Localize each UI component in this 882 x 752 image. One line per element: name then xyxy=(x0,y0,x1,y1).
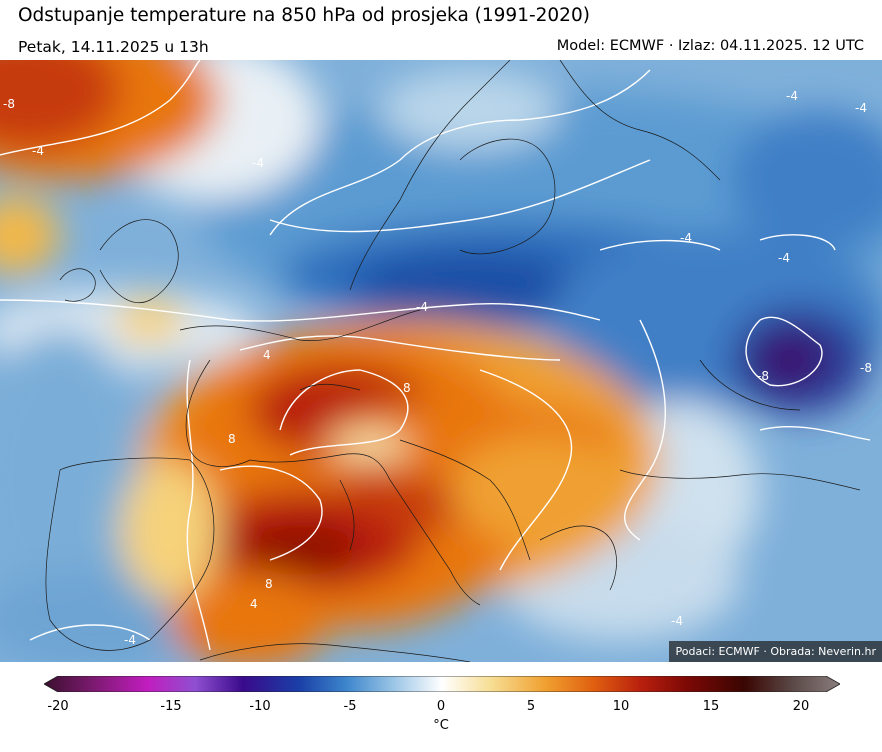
contour-label: 8 xyxy=(265,577,273,591)
contour-label: 4 xyxy=(263,348,271,362)
contour-label: -8 xyxy=(3,97,15,111)
contour-label: 8 xyxy=(403,381,411,395)
contour-label-group: -8 -4 -4 -4 -4 -4 -4 4 8 8 8 -8 -8 4 -4 … xyxy=(3,89,872,647)
page-title: Odstupanje temperature na 850 hPa od pro… xyxy=(18,5,590,26)
contour-label: -8 xyxy=(757,369,769,383)
colorbar-tick: 5 xyxy=(526,699,536,714)
contour-label: -4 xyxy=(32,144,44,158)
model-info: Model: ECMWF · Izlaz: 04.11.2025. 12 UTC xyxy=(556,38,864,54)
valid-time: Petak, 14.11.2025 u 13h xyxy=(18,38,209,56)
colorbar-tick: 0 xyxy=(436,699,446,714)
contour-label: -4 xyxy=(855,101,867,115)
contour-label: -4 xyxy=(671,614,683,628)
colorbar-tick: -20 xyxy=(47,699,69,714)
colorbar-tick: -15 xyxy=(160,699,182,714)
contour-label: -4 xyxy=(416,300,428,314)
anomaly-field xyxy=(0,60,882,662)
colorbar-unit: °C xyxy=(433,718,449,733)
contour-label: -4 xyxy=(778,251,790,265)
colorbar-tick: 15 xyxy=(702,699,720,714)
contour-label: -4 xyxy=(680,231,692,245)
anomaly-map: -8 -4 -4 -4 -4 -4 -4 4 8 8 8 -8 -8 4 -4 … xyxy=(0,60,882,662)
contour-label: -4 xyxy=(786,89,798,103)
contour-label: -8 xyxy=(860,361,872,375)
data-credit: Podaci: ECMWF · Obrada: Neverin.hr xyxy=(668,641,882,662)
contour-lines xyxy=(0,60,871,651)
colorbar-tick: 20 xyxy=(792,699,810,714)
colorbar-tick: -10 xyxy=(249,699,271,714)
coastlines xyxy=(45,60,861,662)
contour-label: -4 xyxy=(252,156,264,170)
contour-label: -4 xyxy=(124,633,136,647)
colorbar-tick: -5 xyxy=(343,699,357,714)
anomaly-map-canvas: -8 -4 -4 -4 -4 -4 -4 4 8 8 8 -8 -8 4 -4 … xyxy=(0,60,882,662)
contour-label: 8 xyxy=(228,432,236,446)
colorbar xyxy=(44,676,840,692)
colorbar-graphic xyxy=(44,676,840,692)
contour-label: 4 xyxy=(250,597,258,611)
colorbar-tick: 10 xyxy=(612,699,630,714)
